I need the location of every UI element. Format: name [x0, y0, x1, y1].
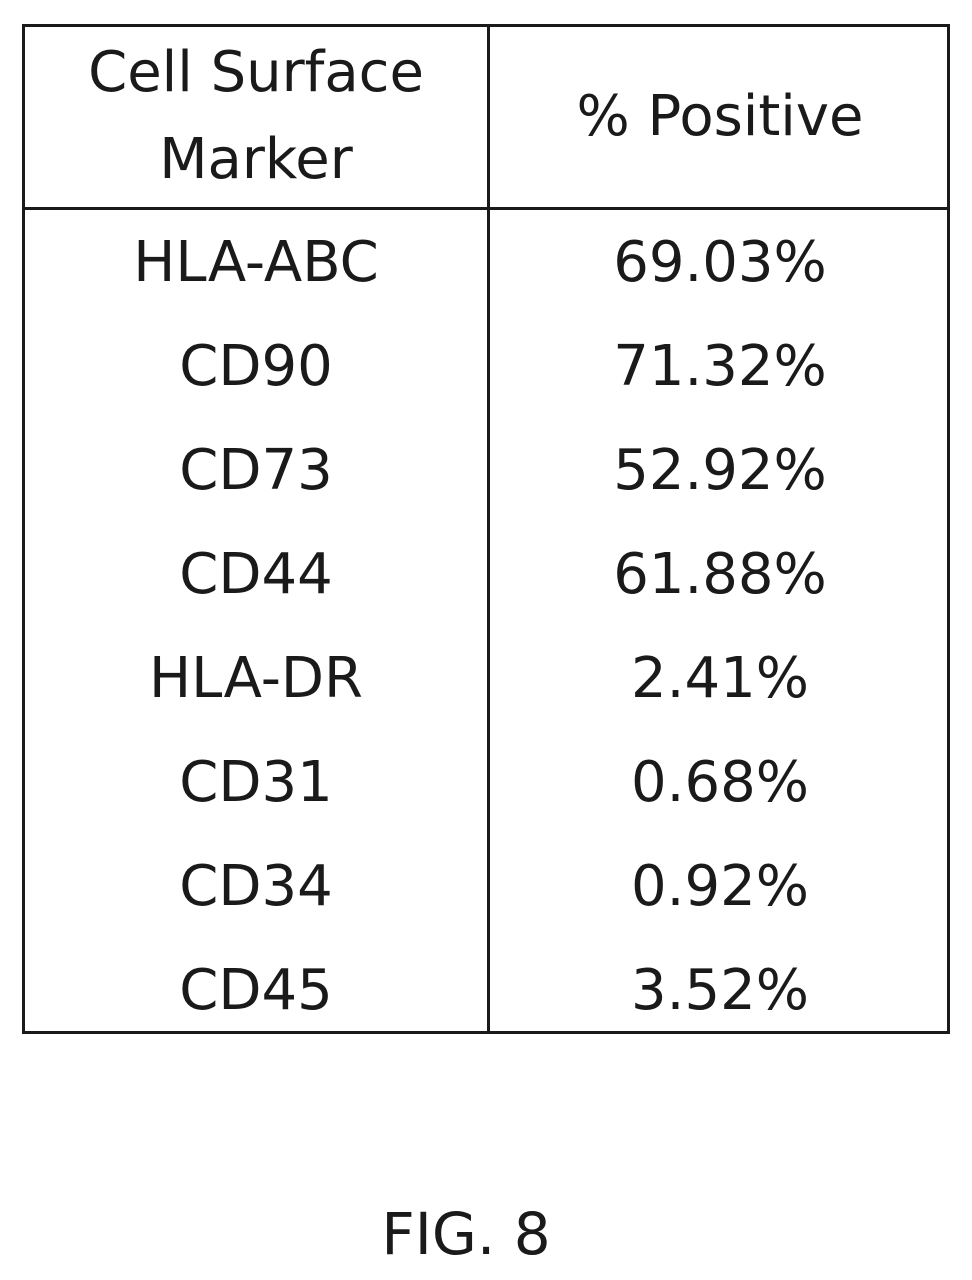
- header-marker-line2: Marker: [159, 127, 353, 192]
- figure-caption: FIG. 8: [381, 1200, 551, 1268]
- table-row: CD73 52.92%: [25, 418, 947, 522]
- marker-cell: CD73: [179, 437, 333, 503]
- table-row: CD34 0.92%: [25, 834, 947, 938]
- marker-cell: CD34: [179, 853, 333, 919]
- table-row: HLA-ABC 69.03%: [25, 210, 947, 314]
- table-header-row: Cell Surface Marker % Positive: [25, 27, 947, 210]
- table-row: HLA-DR 2.41%: [25, 626, 947, 730]
- header-cell-marker: Cell Surface Marker: [25, 27, 487, 207]
- header-cell-percent: % Positive: [490, 27, 950, 207]
- percent-cell: 71.32%: [613, 333, 827, 399]
- percent-cell: 3.52%: [631, 957, 809, 1023]
- percent-cell: 69.03%: [613, 229, 827, 295]
- marker-cell: HLA-DR: [149, 645, 363, 711]
- table-body: HLA-ABC 69.03% CD90 71.32% CD73 52.92% C…: [25, 210, 947, 1042]
- marker-table: Cell Surface Marker % Positive HLA-ABC 6…: [22, 24, 950, 1034]
- header-marker-line1: Cell Surface: [88, 40, 424, 106]
- marker-cell: HLA-ABC: [133, 229, 379, 295]
- table-row: CD44 61.88%: [25, 522, 947, 626]
- column-divider: [487, 27, 490, 1031]
- table-row: CD31 0.68%: [25, 730, 947, 834]
- marker-cell: CD31: [179, 749, 333, 815]
- marker-cell: CD44: [179, 541, 333, 607]
- table-row: CD45 3.52%: [25, 938, 947, 1042]
- percent-cell: 61.88%: [613, 541, 827, 607]
- percent-cell: 0.92%: [631, 853, 809, 919]
- percent-cell: 52.92%: [613, 437, 827, 503]
- percent-cell: 2.41%: [631, 645, 809, 711]
- table-row: CD90 71.32%: [25, 314, 947, 418]
- percent-cell: 0.68%: [631, 749, 809, 815]
- marker-cell: CD90: [179, 333, 333, 399]
- header-percent-label: % Positive: [576, 83, 864, 149]
- marker-cell: CD45: [179, 957, 333, 1023]
